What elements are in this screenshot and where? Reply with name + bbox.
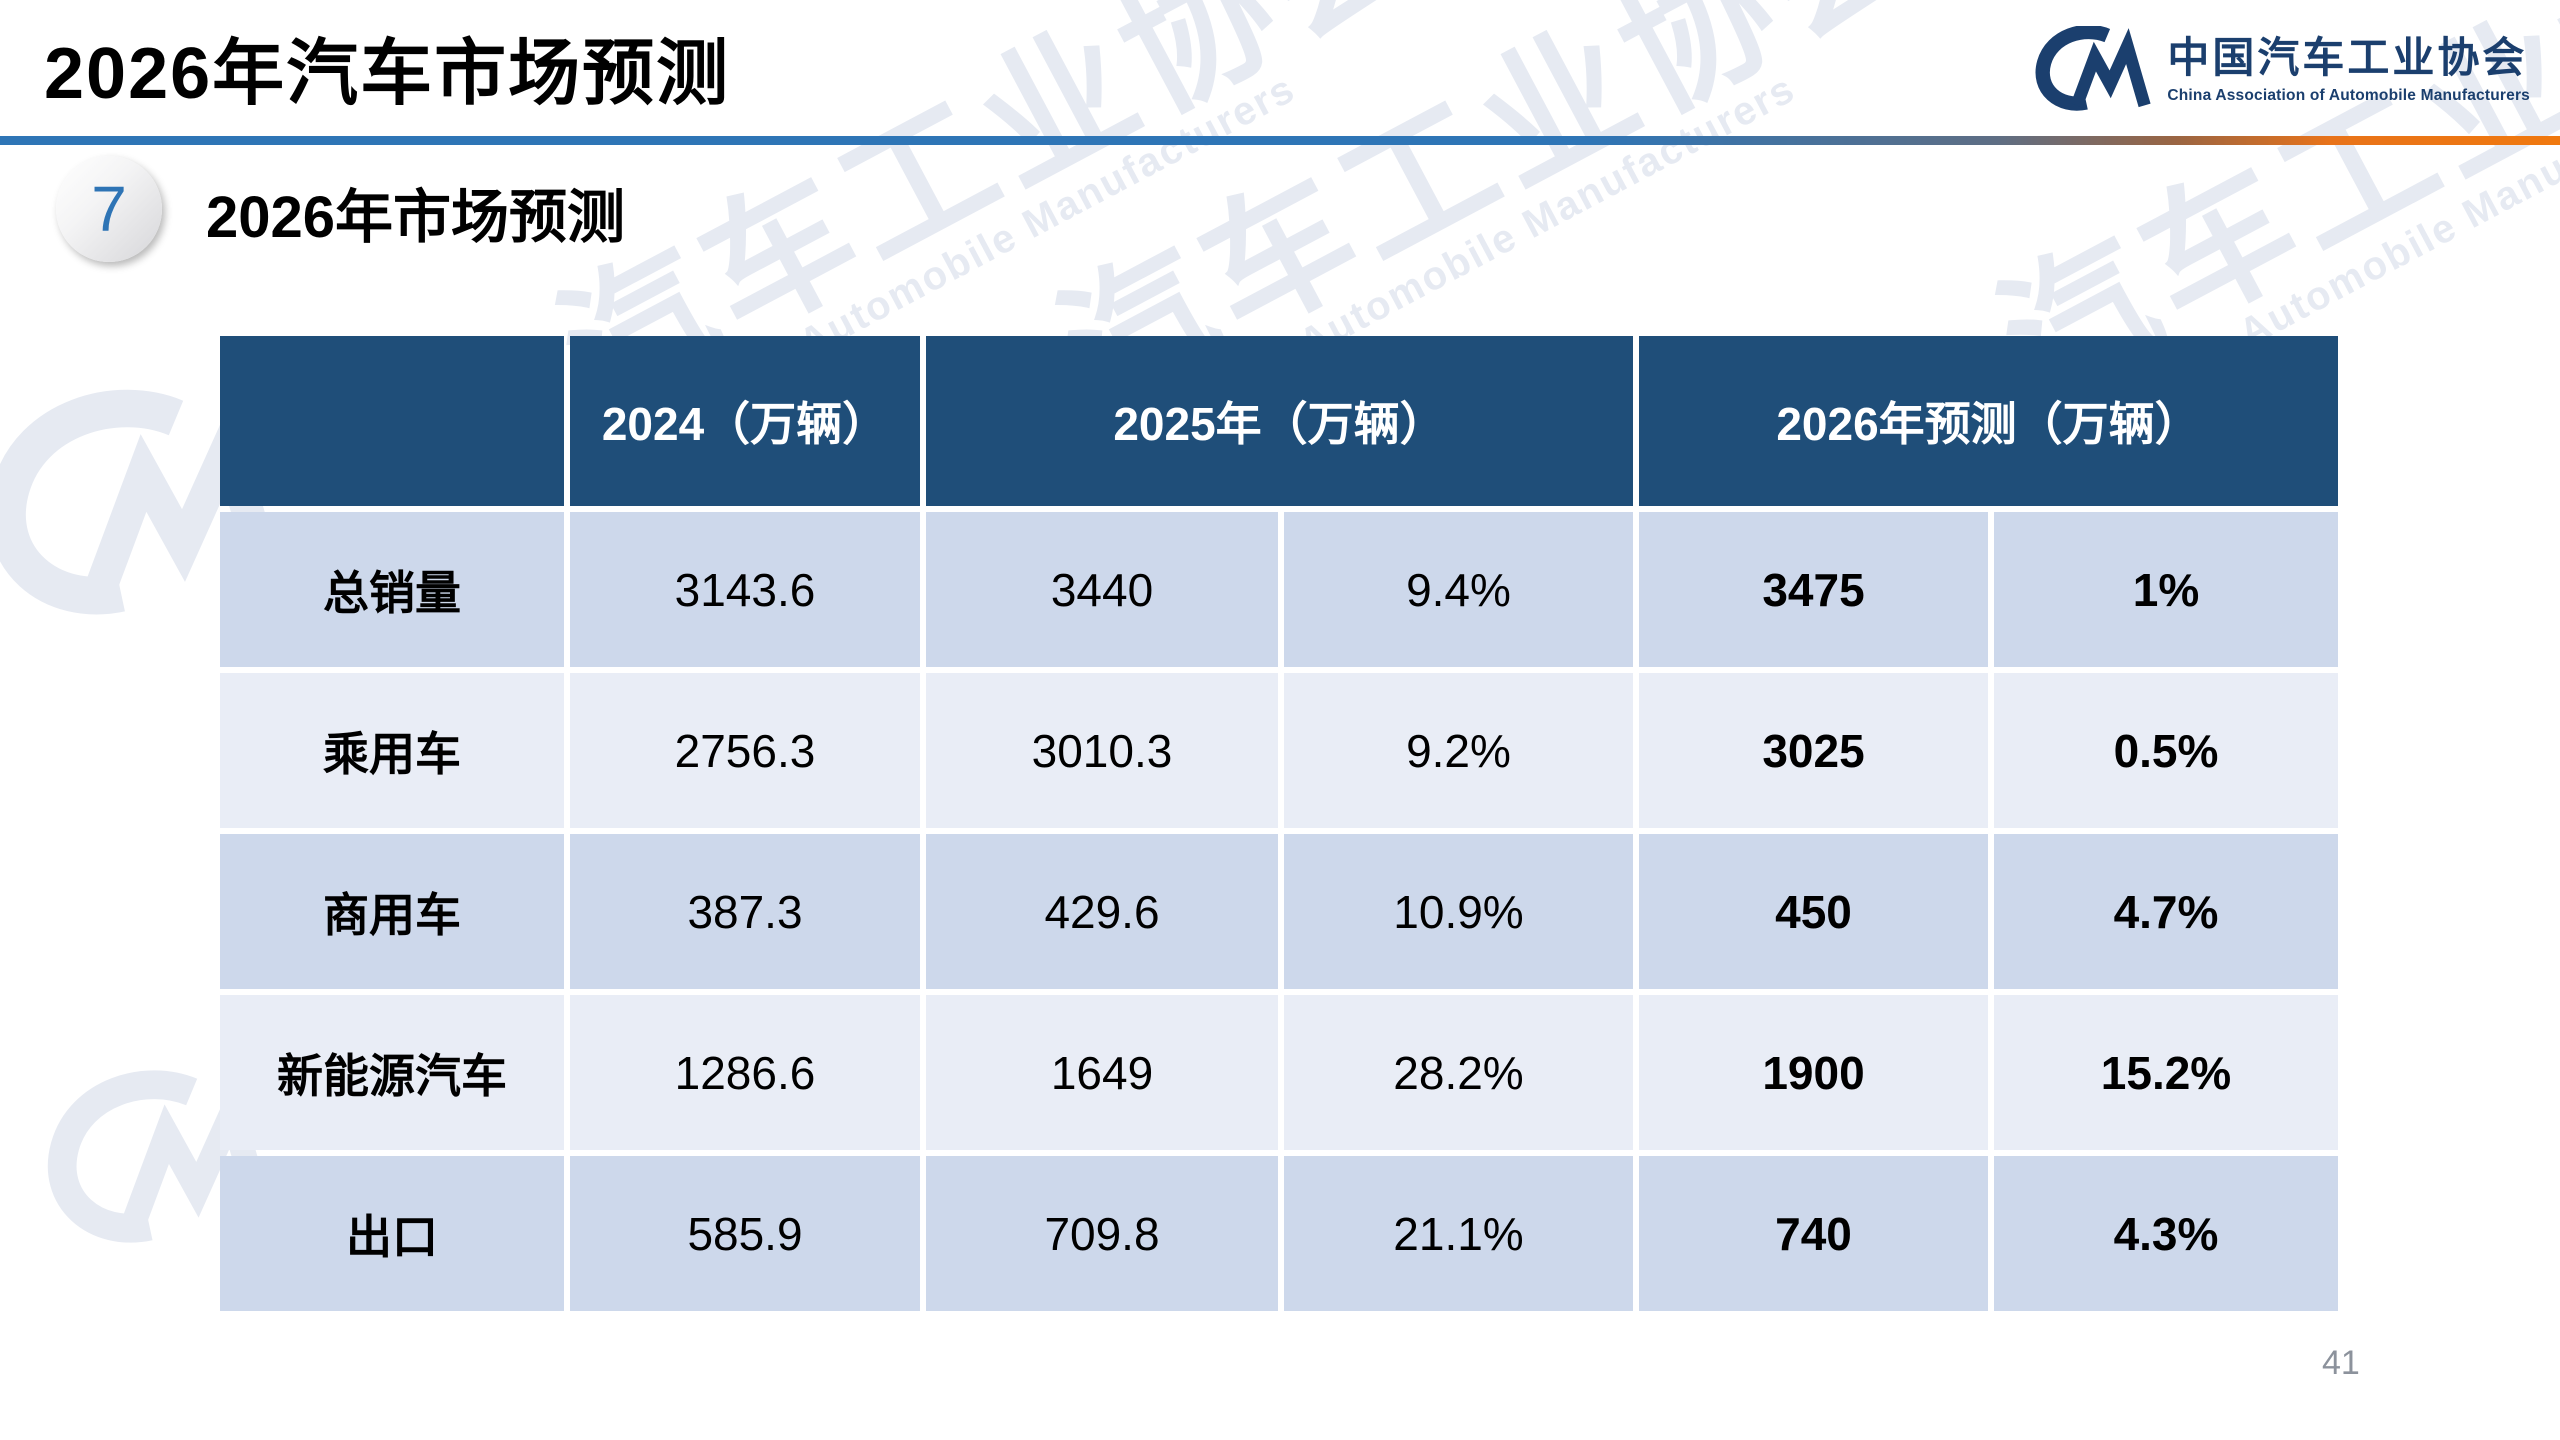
slide-title: 2026年汽车市场预测 bbox=[44, 34, 731, 114]
cell-2024: 387.3 bbox=[570, 834, 920, 989]
watermark-en: Automobile Manufacturers bbox=[1292, 66, 1803, 366]
row-label: 商用车 bbox=[220, 834, 564, 989]
cell-2026-growth: 4.7% bbox=[1994, 834, 2338, 989]
cell-2026-growth: 0.5% bbox=[1994, 673, 2338, 828]
header-2024: 2024（万辆） bbox=[570, 336, 920, 506]
header-2026: 2026年预测（万辆） bbox=[1639, 336, 2338, 506]
header-blank-cell bbox=[220, 336, 564, 506]
cell-2026: 450 bbox=[1639, 834, 1988, 989]
cell-2026-growth: 1% bbox=[1994, 512, 2338, 667]
header-2025: 2025年（万辆） bbox=[926, 336, 1633, 506]
cell-2025: 3010.3 bbox=[926, 673, 1278, 828]
section-number: 7 bbox=[91, 173, 127, 245]
caam-logo-text: 中国汽车工业协会 China Association of Automobile… bbox=[2167, 35, 2530, 104]
forecast-table: 2024（万辆） 2025年（万辆） 2026年预测（万辆） 总销量 3143.… bbox=[220, 336, 2338, 1311]
row-label: 总销量 bbox=[220, 512, 564, 667]
page-number: 41 bbox=[2322, 1344, 2360, 1382]
cell-2025: 709.8 bbox=[926, 1156, 1278, 1311]
section-title: 2026年市场预测 bbox=[206, 185, 626, 250]
cell-2024: 2756.3 bbox=[570, 673, 920, 828]
cell-2025-growth: 28.2% bbox=[1284, 995, 1633, 1150]
row-label: 新能源汽车 bbox=[220, 995, 564, 1150]
caam-logo-icon bbox=[2033, 26, 2151, 114]
cell-2026-growth: 15.2% bbox=[1994, 995, 2338, 1150]
cell-2024: 585.9 bbox=[570, 1156, 920, 1311]
caam-logo: 中国汽车工业协会 China Association of Automobile… bbox=[2033, 26, 2530, 114]
cell-2026: 3475 bbox=[1639, 512, 1988, 667]
org-name-en: China Association of Automobile Manufact… bbox=[2167, 86, 2530, 104]
cell-2025-growth: 9.4% bbox=[1284, 512, 1633, 667]
cell-2024: 1286.6 bbox=[570, 995, 920, 1150]
org-name-cn: 中国汽车工业协会 bbox=[2167, 34, 2528, 82]
title-divider-line bbox=[0, 136, 2560, 145]
cell-2025: 1649 bbox=[926, 995, 1278, 1150]
cell-2026: 3025 bbox=[1639, 673, 1988, 828]
cell-2025-growth: 21.1% bbox=[1284, 1156, 1633, 1311]
row-label: 乘用车 bbox=[220, 673, 564, 828]
cell-2025-growth: 9.2% bbox=[1284, 673, 1633, 828]
cell-2026-growth: 4.3% bbox=[1994, 1156, 2338, 1311]
cell-2025: 429.6 bbox=[926, 834, 1278, 989]
section-number-badge: 7 bbox=[56, 156, 162, 262]
cell-2026: 1900 bbox=[1639, 995, 1988, 1150]
row-label: 出口 bbox=[220, 1156, 564, 1311]
cell-2024: 3143.6 bbox=[570, 512, 920, 667]
cell-2026: 740 bbox=[1639, 1156, 1988, 1311]
cell-2025-growth: 10.9% bbox=[1284, 834, 1633, 989]
watermark-en: Automobile Manufacturers bbox=[792, 66, 1303, 366]
cell-2025: 3440 bbox=[926, 512, 1278, 667]
